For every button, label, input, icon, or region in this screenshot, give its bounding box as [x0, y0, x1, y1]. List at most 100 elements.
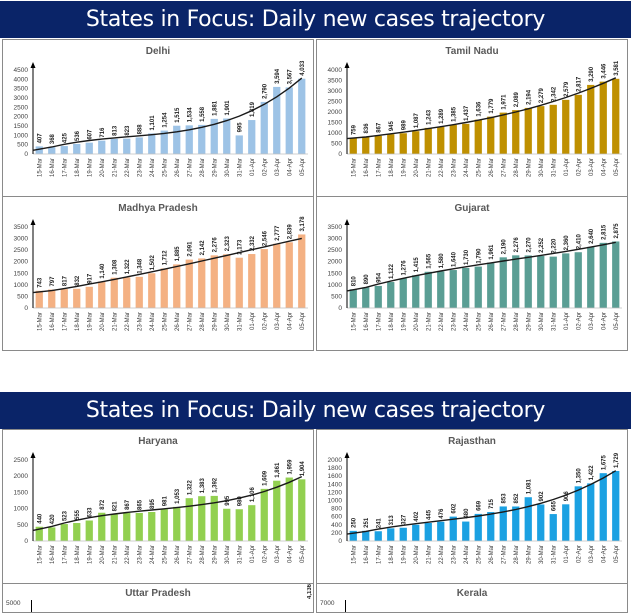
y-tick-label: 1000	[14, 282, 29, 289]
x-tick-label: 17-Mar	[62, 158, 68, 177]
value-label: 602	[451, 503, 457, 514]
value-label: 440	[37, 513, 43, 524]
chart-title: Delhi	[146, 46, 171, 57]
value-label: 1,276	[401, 260, 407, 276]
x-tick-label: 30-Mar	[225, 545, 231, 564]
x-tick-label: 24-Mar	[464, 158, 470, 177]
x-tick-label: 20-Mar	[100, 312, 106, 331]
x-tick-label: 29-Mar	[526, 312, 532, 331]
x-tick-label: 03-Apr	[589, 545, 595, 563]
bar	[412, 524, 420, 541]
x-tick-label: 23-Mar	[451, 158, 457, 177]
y-tick-label: 2000	[14, 259, 29, 266]
value-label: 716	[100, 127, 106, 138]
value-label: 1,515	[175, 107, 181, 123]
y-tick-label: 0	[338, 305, 342, 312]
chart-svg: Delhi 0 500 1000 1500 2000 2500 3000 3500 4000 450…	[14, 46, 308, 177]
value-label: 2,839	[287, 224, 293, 240]
x-tick-label: 21-Mar	[426, 158, 432, 177]
bar	[487, 116, 495, 154]
x-tick-label: 02-Apr	[262, 312, 268, 330]
bar	[48, 289, 56, 308]
value-label: 536	[75, 130, 81, 141]
bar	[98, 281, 106, 308]
value-label: 1,609	[262, 470, 268, 486]
y-tick-label: 2000	[14, 473, 29, 480]
y-tick-label: 1500	[14, 489, 29, 496]
value-label: 250	[351, 517, 357, 528]
value-label: 989	[401, 120, 407, 131]
y-tick-label: 3500	[14, 224, 29, 231]
x-tick-label: 15-Mar	[37, 158, 43, 177]
y-tick-label: 3000	[328, 88, 343, 95]
bar	[374, 531, 382, 541]
x-tick-label: 15-Mar	[37, 545, 43, 564]
value-label: 251	[364, 517, 370, 528]
x-tick-label: 23-Mar	[451, 545, 457, 564]
x-tick-label: 31-Mar	[237, 158, 243, 177]
value-label: 368	[50, 133, 56, 144]
x-tick-label: 03-Apr	[275, 545, 281, 563]
bar	[424, 271, 432, 308]
x-tick-label: 24-Mar	[150, 545, 156, 564]
x-tick-label: 04-Apr	[287, 312, 293, 330]
bar	[248, 505, 256, 541]
value-label: 607	[87, 129, 93, 140]
bar	[387, 282, 395, 308]
chart-title: Haryana	[138, 436, 178, 447]
x-tick-label: 05-Apr	[614, 312, 620, 330]
x-tick-label: 28-Mar	[514, 545, 520, 564]
trendline	[346, 241, 616, 292]
x-tick-label: 28-Mar	[514, 312, 520, 331]
bar	[35, 526, 43, 541]
x-tick-label: 20-Mar	[414, 545, 420, 564]
bar	[148, 273, 156, 308]
bar	[474, 513, 482, 541]
trendline	[32, 237, 302, 294]
bar	[123, 277, 131, 308]
value-label: 1,415	[414, 257, 420, 273]
x-tick-label: 20-Mar	[414, 312, 420, 331]
value-label: 1,790	[476, 248, 482, 264]
x-tick-label: 19-Mar	[87, 158, 93, 177]
bar	[223, 508, 231, 541]
bar	[412, 131, 420, 154]
x-tick-label: 05-Apr	[614, 158, 620, 176]
y-tick-label: 1000	[14, 506, 29, 513]
x-tick-label: 04-Apr	[601, 158, 607, 176]
value-label: 2,815	[601, 224, 607, 240]
value-label: 2,777	[275, 225, 281, 241]
bar	[123, 512, 131, 541]
y-axis-arrow	[344, 62, 350, 68]
bar	[173, 125, 181, 154]
x-tick-label: 25-Mar	[476, 158, 482, 177]
bar	[198, 124, 206, 154]
bar	[562, 99, 570, 154]
x-tick-label: 03-Apr	[275, 158, 281, 176]
bar	[612, 241, 620, 308]
x-tick-label: 15-Mar	[351, 158, 357, 177]
x-tick-label: 03-Apr	[589, 312, 595, 330]
y-tick-label: 2500	[14, 247, 29, 254]
chart-title: Tamil Nadu	[445, 46, 498, 57]
bar	[273, 480, 281, 541]
value-label: 1,861	[275, 462, 281, 478]
value-label: 2,342	[551, 86, 557, 102]
value-label: 2,252	[539, 237, 545, 253]
y-tick-label: 500	[17, 293, 28, 300]
bar	[437, 271, 445, 308]
x-tick-label: 17-Mar	[376, 545, 382, 564]
bar	[248, 254, 256, 308]
x-tick-label: 22-Mar	[439, 312, 445, 331]
y-tick-label: 4000	[328, 67, 343, 74]
bar	[198, 496, 206, 541]
bar	[562, 504, 570, 541]
bar	[512, 255, 520, 308]
bar	[462, 521, 470, 541]
x-tick-label: 30-Mar	[225, 158, 231, 177]
y-tick-label: 0	[338, 151, 342, 158]
bar	[599, 81, 607, 154]
value-label: 2,279	[539, 87, 545, 103]
x-tick-label: 26-Mar	[175, 158, 181, 177]
x-tick-label: 22-Mar	[125, 545, 131, 564]
